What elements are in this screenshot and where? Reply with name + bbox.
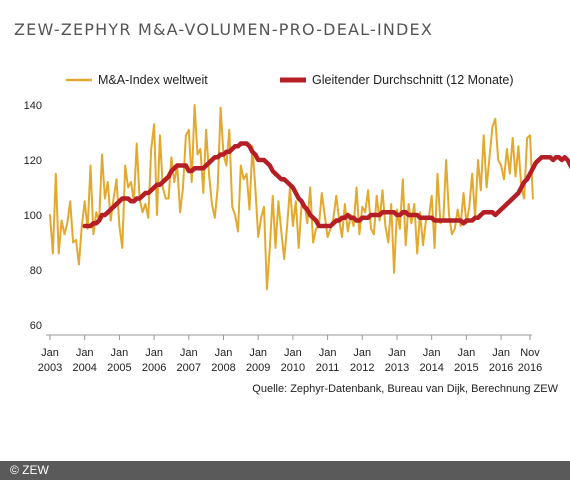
legend-label-average: Gleitender Durchschnitt (12 Monate) [312,73,513,87]
legend: M&A-Index weltweit Gleitender Durchschni… [66,73,513,87]
x-tick-label-year: 2010 [281,362,305,374]
x-tick-label-month: Jan [284,347,302,359]
x-tick-label-month: Jan [145,347,163,359]
x-tick-label-month: Jan [249,347,267,359]
footer-bar: © ZEW [0,461,570,480]
x-tick-label-month: Jan [388,347,406,359]
x-tick-label-year: 2014 [419,362,443,374]
x-tick-label-year: 2012 [350,362,374,374]
x-tick-label-year: 2015 [454,362,478,374]
x-tick-label-year: 2003 [38,362,62,374]
series-line-average [82,141,570,229]
x-tick-label-year: 2008 [211,362,235,374]
legend-label-index: M&A-Index weltweit [98,73,208,87]
plot-area [49,104,570,291]
series-line-index [49,104,534,291]
y-tick-label: 140 [24,100,42,112]
x-tick-label-year: 2005 [107,362,131,374]
x-tick-label-month: Jan [353,347,371,359]
x-tick-label-month: Jan [215,347,233,359]
chart: M&A-Index weltweit Gleitender Durchschni… [24,73,570,374]
x-tick-label-month: Jan [41,347,59,359]
x-tick-label-month: Jan [180,347,198,359]
x-tick-label-year: 2007 [177,362,201,374]
copyright: © ZEW [10,463,49,477]
x-tick-label-year: 2011 [316,362,340,374]
x-axis: Jan 2003 Jan 2004 Jan 2005 Jan 2006 Jan 2007 Jan 20… [38,334,542,374]
y-tick-label: 100 [24,210,42,222]
x-tick-label-year: 2006 [142,362,166,374]
x-tick-label-month: Jan [319,347,337,359]
x-tick-label-month: Jan [458,347,476,359]
y-axis: 60 80 100 120 140 [24,100,42,332]
x-tick-label-month: Jan [76,347,94,359]
y-tick-label: 80 [30,265,42,277]
x-tick-label-month: Jan [492,347,510,359]
x-tick-label-year: 2016 [518,362,542,374]
x-tick-label-month: Jan [423,347,441,359]
x-tick-label-year: 2009 [246,362,270,374]
x-tick-label-year: 2016 [489,362,513,374]
x-tick-label-year: 2013 [385,362,409,374]
y-tick-label: 120 [24,155,42,167]
x-tick-label-year: 2004 [72,362,96,374]
x-tick-label-month: Nov [520,347,540,359]
x-tick-label-month: Jan [111,347,129,359]
chart-title: ZEW-ZEPHYR M&A-VOLUMEN-PRO-DEAL-INDEX [14,20,434,39]
y-tick-label: 60 [30,320,42,332]
source-note: Quelle: Zephyr-Datenbank, Bureau van Dij… [252,383,558,395]
